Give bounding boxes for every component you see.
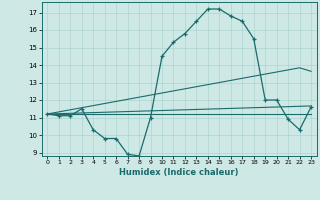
X-axis label: Humidex (Indice chaleur): Humidex (Indice chaleur) (119, 168, 239, 177)
